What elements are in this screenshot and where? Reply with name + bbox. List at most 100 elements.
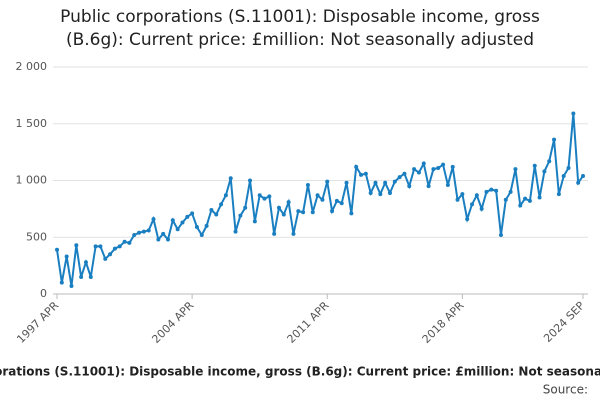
point xyxy=(397,175,402,180)
x-tick-label: 2004 APR xyxy=(149,299,196,346)
point xyxy=(257,193,262,198)
point xyxy=(93,244,98,249)
point xyxy=(151,217,156,222)
x-tick-label: 2011 APR xyxy=(285,299,332,346)
y-tick-label: 2 000 xyxy=(16,60,48,73)
point xyxy=(209,208,214,213)
point xyxy=(276,205,281,210)
point xyxy=(441,162,446,167)
point xyxy=(498,232,503,237)
point xyxy=(180,220,185,225)
point xyxy=(194,225,199,230)
point xyxy=(344,180,349,185)
y-tick-label: 0 xyxy=(40,287,47,300)
point xyxy=(315,193,320,198)
point xyxy=(228,176,233,181)
point xyxy=(190,211,195,216)
point xyxy=(98,244,103,249)
point xyxy=(325,179,330,184)
y-tick-label: 1 000 xyxy=(16,174,48,187)
point xyxy=(561,173,566,178)
point xyxy=(445,183,450,188)
point xyxy=(368,190,373,195)
point xyxy=(436,166,441,171)
point xyxy=(412,167,417,172)
point xyxy=(339,201,344,206)
point xyxy=(581,173,585,178)
x-tick-label: 2018 APR xyxy=(420,299,467,346)
point xyxy=(426,184,431,189)
x-tick-label: 1997 APR xyxy=(14,299,61,346)
point xyxy=(527,198,532,203)
point xyxy=(421,161,426,166)
x-tick-label: 2024 SEP xyxy=(541,299,587,345)
point xyxy=(233,229,238,234)
point xyxy=(416,170,421,175)
point xyxy=(479,206,484,211)
point xyxy=(518,203,523,208)
point xyxy=(349,211,354,216)
source: Source: xyxy=(543,383,588,397)
point xyxy=(272,231,277,236)
point xyxy=(64,254,69,259)
point xyxy=(532,163,537,168)
point xyxy=(503,197,508,202)
point xyxy=(267,194,272,199)
point xyxy=(223,193,228,198)
point xyxy=(88,274,93,279)
point xyxy=(243,205,248,210)
point xyxy=(576,180,581,185)
point xyxy=(112,246,117,251)
point xyxy=(489,187,494,192)
point xyxy=(484,189,489,194)
point xyxy=(474,193,479,198)
point xyxy=(508,189,513,194)
point xyxy=(407,184,412,189)
point xyxy=(146,228,151,233)
point xyxy=(354,164,359,169)
point xyxy=(305,183,310,188)
point xyxy=(494,188,499,193)
point xyxy=(330,209,335,214)
point xyxy=(387,190,392,195)
point xyxy=(108,252,113,257)
point xyxy=(383,180,388,185)
point xyxy=(296,209,301,214)
point xyxy=(566,166,571,171)
point xyxy=(175,227,180,232)
point xyxy=(359,172,364,177)
point xyxy=(214,212,219,217)
point xyxy=(127,240,132,245)
point xyxy=(161,231,166,236)
chart-title: Public corporations (S.11001): Disposabl… xyxy=(60,7,540,50)
point xyxy=(320,197,325,202)
point xyxy=(165,237,170,242)
point xyxy=(103,256,108,261)
point xyxy=(455,197,460,202)
y-tick-label: 1 500 xyxy=(16,117,48,130)
point xyxy=(552,137,557,142)
point xyxy=(132,232,137,237)
point xyxy=(156,237,161,242)
point xyxy=(542,169,547,174)
point xyxy=(252,219,257,224)
point xyxy=(59,280,64,285)
point xyxy=(141,229,146,234)
point xyxy=(69,284,74,289)
point xyxy=(523,196,528,201)
point xyxy=(137,230,142,235)
point xyxy=(291,231,296,236)
point xyxy=(79,274,84,279)
point xyxy=(185,214,190,219)
point xyxy=(83,260,88,265)
y-tick-label: 500 xyxy=(26,230,47,243)
point xyxy=(363,171,368,176)
point xyxy=(238,213,243,218)
point xyxy=(286,200,291,205)
point xyxy=(74,243,79,248)
point xyxy=(170,218,175,223)
point xyxy=(537,195,542,200)
point xyxy=(122,239,127,244)
